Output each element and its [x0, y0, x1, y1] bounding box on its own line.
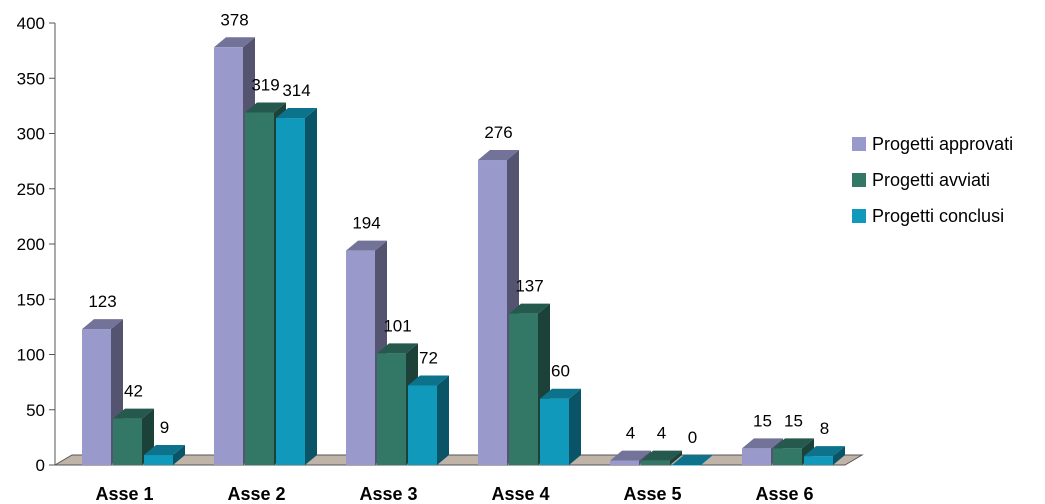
legend-item: Progetti conclusi — [852, 206, 1004, 226]
bar-front — [641, 460, 670, 465]
bar-top — [276, 108, 317, 119]
bar-top — [742, 438, 783, 449]
bar-top — [610, 450, 651, 461]
data-label: 123 — [88, 292, 116, 311]
bar-asse-3-progetti-conclusi — [408, 375, 449, 465]
bar-side — [670, 450, 682, 465]
data-label: 8 — [820, 419, 829, 438]
bar-side — [833, 446, 845, 465]
bar-front — [540, 398, 569, 465]
bar-top — [641, 450, 682, 461]
data-label: 9 — [160, 418, 169, 437]
bar-asse-5-progetti-conclusi — [672, 455, 713, 466]
data-label: 42 — [124, 382, 143, 401]
x-category-label: Asse 1 — [95, 484, 153, 504]
data-label: 137 — [515, 277, 543, 296]
bar-front — [509, 313, 538, 465]
data-label: 378 — [220, 10, 248, 29]
bar-top — [346, 240, 387, 251]
bar-side — [437, 375, 449, 465]
x-category-label: Asse 4 — [491, 484, 549, 504]
bar-top — [82, 319, 123, 330]
bar-top — [773, 438, 814, 449]
data-label: 319 — [251, 76, 279, 95]
data-label: 15 — [784, 411, 803, 430]
legend-label: Progetti approvati — [872, 134, 1013, 154]
bar-top — [540, 388, 581, 399]
bar-side — [569, 388, 581, 465]
bar-front — [773, 448, 802, 465]
y-tick-label: 50 — [26, 401, 45, 420]
y-tick-label: 100 — [17, 346, 45, 365]
data-labels-layer: 123 42 9 378 319 314 194 101 72 276 137 60 4 4 0 15 15 8 — [88, 10, 829, 447]
bar-asse-2-progetti-conclusi — [276, 108, 317, 465]
bar-top — [377, 343, 418, 354]
x-axis-categories: Asse 1 Asse 2 Asse 3 Asse 4 Asse 5 Asse 6 — [95, 484, 813, 504]
y-tick-label: 150 — [17, 290, 45, 309]
bar-front — [144, 455, 173, 465]
bar-asse-1-progetti-avviati — [113, 408, 154, 465]
x-category-label: Asse 6 — [755, 484, 813, 504]
bar-top — [214, 37, 255, 48]
bar-top — [408, 375, 449, 386]
bar-front — [610, 460, 639, 465]
data-label: 72 — [419, 348, 438, 367]
data-label: 0 — [688, 428, 697, 447]
y-tick-label: 400 — [17, 14, 45, 33]
data-label: 4 — [657, 424, 666, 443]
data-label: 101 — [383, 316, 411, 335]
bar-front — [672, 465, 701, 466]
bar-front — [276, 118, 305, 465]
bar-front — [214, 47, 243, 466]
data-label: 4 — [626, 424, 635, 443]
bar-side — [173, 445, 185, 465]
legend-swatch — [852, 209, 866, 223]
bar-top — [144, 445, 185, 456]
legend-item: Progetti approvati — [852, 134, 1013, 154]
bar-front — [408, 385, 437, 465]
bar-asse-6-progetti-conclusi — [804, 446, 845, 465]
bar-front — [346, 250, 375, 465]
x-category-label: Asse 5 — [623, 484, 681, 504]
x-category-label: Asse 3 — [359, 484, 417, 504]
y-tick-label: 0 — [36, 456, 45, 475]
x-category-label: Asse 2 — [227, 484, 285, 504]
bar-front — [245, 112, 274, 465]
bar-front — [377, 353, 406, 465]
bar-asse-5-progetti-avviati — [641, 450, 682, 465]
data-label: 194 — [352, 214, 380, 233]
bar-top — [804, 446, 845, 457]
y-tick-label: 200 — [17, 235, 45, 254]
legend-item: Progetti avviati — [852, 170, 990, 190]
legend-swatch — [852, 173, 866, 187]
data-label: 60 — [551, 362, 570, 381]
bar-top — [672, 455, 713, 465]
bar-asse-1-progetti-conclusi — [144, 445, 185, 465]
data-label: 314 — [282, 81, 310, 100]
legend-label: Progetti avviati — [872, 170, 990, 190]
y-tick-label: 350 — [17, 69, 45, 88]
bar-asse-4-progetti-conclusi — [540, 388, 581, 465]
bar-top — [478, 150, 519, 161]
bar-front — [804, 456, 833, 465]
bar-front — [113, 418, 142, 465]
data-label: 276 — [484, 123, 512, 142]
bars-layer — [82, 37, 845, 466]
y-tick-label: 250 — [17, 180, 45, 199]
bar-front — [82, 329, 111, 465]
bar-front — [742, 448, 771, 465]
bar-side — [305, 108, 317, 465]
bar-top — [509, 303, 550, 314]
bar-top — [113, 408, 154, 419]
legend: Progetti approvati Progetti avviati Proget… — [852, 134, 1013, 226]
bar-top — [245, 102, 286, 113]
y-tick-label: 300 — [17, 125, 45, 144]
data-label: 15 — [753, 411, 772, 430]
legend-swatch — [852, 137, 866, 151]
bar-front — [478, 160, 507, 465]
legend-label: Progetti conclusi — [872, 206, 1004, 226]
